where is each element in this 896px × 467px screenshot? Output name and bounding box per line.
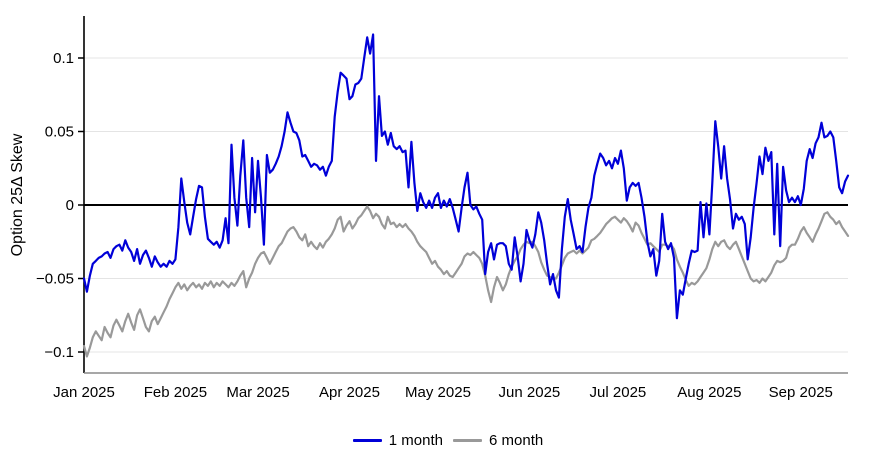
legend-line-sample-6month	[453, 439, 482, 442]
x-tick-label: Jan 2025	[53, 384, 115, 401]
legend-label-6month: 6 month	[489, 432, 544, 449]
y-tick-label: 0.05	[45, 124, 74, 141]
legend-item-6month: 6 month	[453, 432, 543, 449]
legend-label-1month: 1 month	[388, 432, 443, 449]
x-tick-label: Apr 2025	[319, 384, 380, 401]
x-tick-label: Feb 2025	[144, 384, 207, 401]
legend-item-1month: 1 month	[352, 432, 443, 449]
x-tick-label: Mar 2025	[226, 384, 289, 401]
x-tick-label: May 2025	[405, 384, 471, 401]
legend: 1 month 6 month	[0, 432, 896, 449]
x-tick-label: Sep 2025	[769, 384, 833, 401]
x-tick-label: Jun 2025	[499, 384, 561, 401]
series-line-6-month	[82, 205, 850, 358]
x-tick-label: Aug 2025	[677, 384, 741, 401]
series-line-1-month	[82, 33, 850, 320]
y-tick-label: 0.1	[53, 50, 74, 67]
legend-line-sample-1month	[352, 439, 382, 442]
y-tick-label: −0.05	[36, 271, 74, 288]
x-tick-label: Jul 2025	[590, 384, 647, 401]
y-tick-label: 0	[66, 197, 74, 214]
y-tick-label: −0.1	[44, 344, 74, 361]
